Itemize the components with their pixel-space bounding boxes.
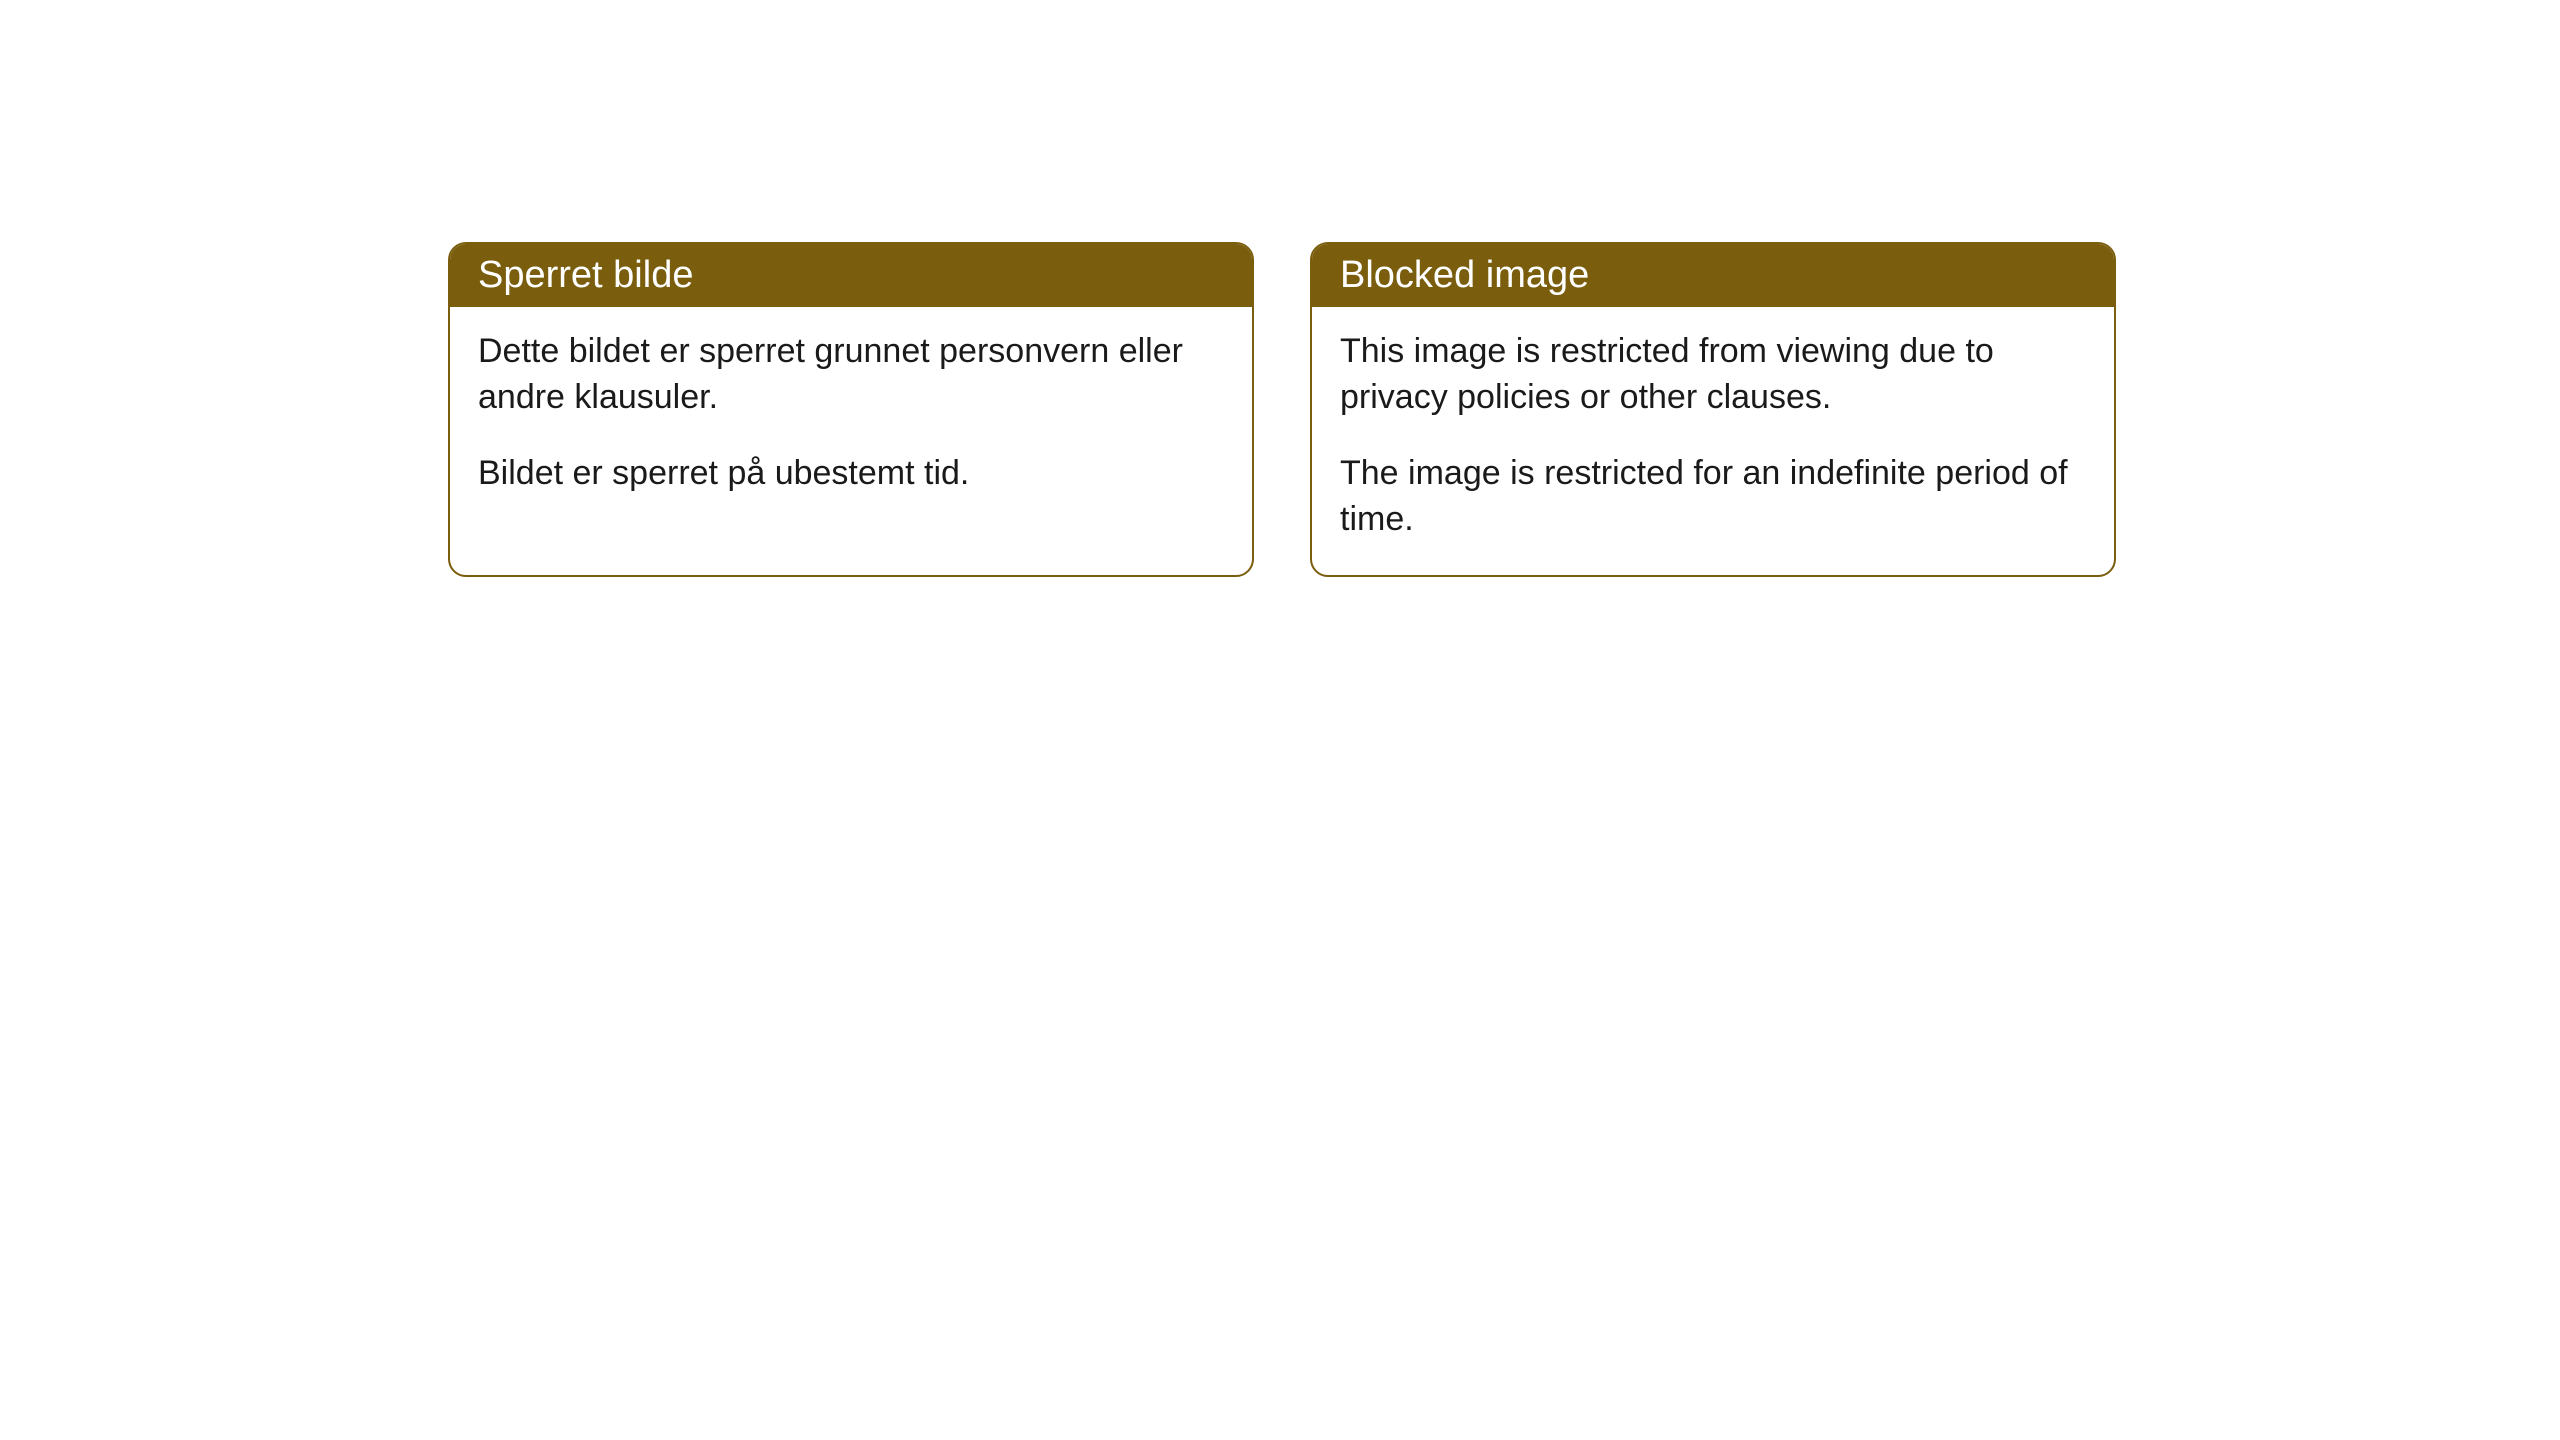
card-paragraph: Bildet er sperret på ubestemt tid.	[478, 451, 1224, 497]
card-header: Blocked image	[1312, 244, 2114, 307]
notice-card-english: Blocked image This image is restricted f…	[1310, 242, 2116, 577]
card-body: This image is restricted from viewing du…	[1312, 307, 2114, 575]
card-title: Sperret bilde	[478, 254, 693, 296]
card-title: Blocked image	[1340, 254, 1589, 296]
card-paragraph: The image is restricted for an indefinit…	[1340, 451, 2086, 543]
card-body: Dette bildet er sperret grunnet personve…	[450, 307, 1252, 529]
card-paragraph: This image is restricted from viewing du…	[1340, 329, 2086, 421]
card-paragraph: Dette bildet er sperret grunnet personve…	[478, 329, 1224, 421]
notice-cards-container: Sperret bilde Dette bildet er sperret gr…	[448, 242, 2116, 577]
card-header: Sperret bilde	[450, 244, 1252, 307]
notice-card-norwegian: Sperret bilde Dette bildet er sperret gr…	[448, 242, 1254, 577]
